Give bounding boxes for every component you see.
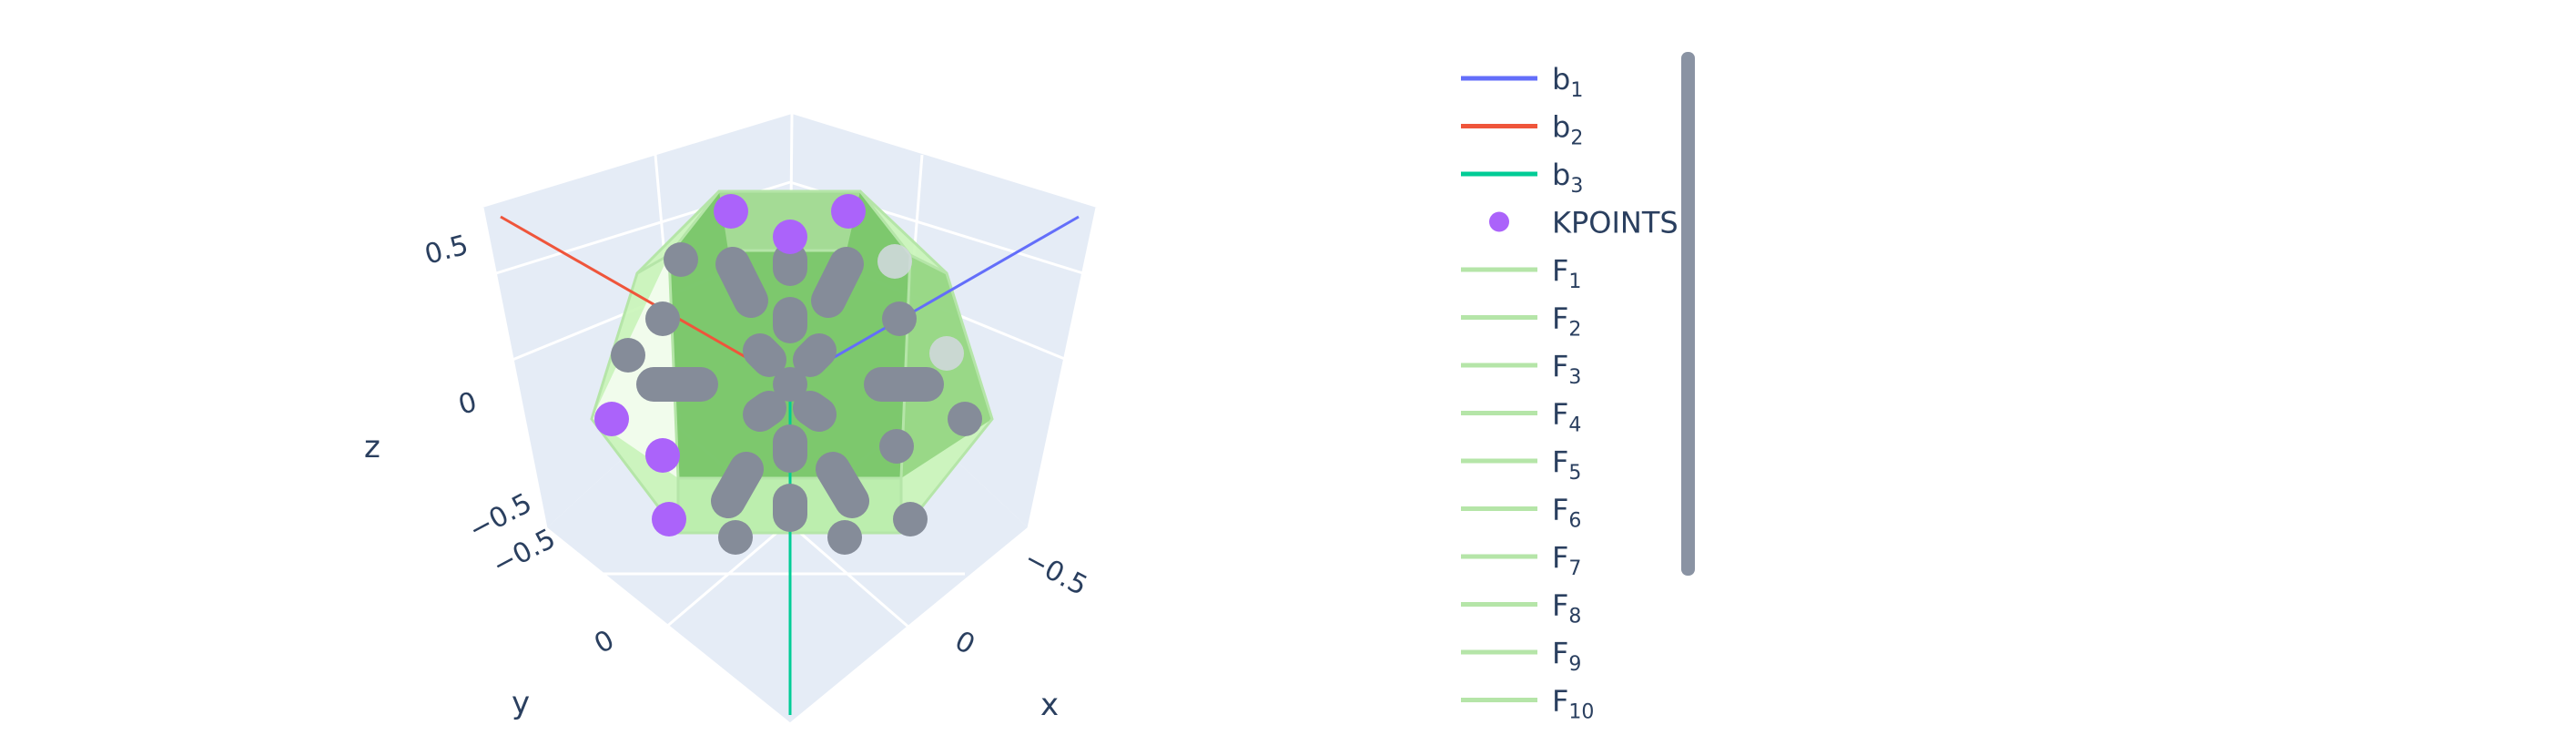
scene-3d[interactable]: 0.5 0 −0.5 −0.5 0 −0.5 0 z y x [364, 113, 1099, 726]
legend-label: KPOINTS [1552, 206, 1678, 240]
legend-label: b2 [1552, 110, 1583, 150]
legend-label: F3 [1552, 349, 1581, 389]
legend-item[interactable]: F10 [1461, 684, 1594, 724]
legend-label: b3 [1552, 158, 1583, 198]
z-axis-title: z [364, 429, 380, 465]
legend-item[interactable]: F7 [1461, 540, 1581, 580]
y-axis-title: y [512, 685, 530, 721]
legend-label: F9 [1552, 636, 1581, 676]
legend-label: F4 [1552, 397, 1581, 437]
kpoints-path [636, 242, 944, 532]
y-tick-0: 0 [589, 624, 619, 660]
legend-item[interactable]: F2 [1461, 301, 1581, 342]
legend-item[interactable]: F1 [1461, 253, 1581, 293]
legend[interactable]: b1 b2 b3 KPOINTS F1 F2 F3 F4 F5 F6 F7 F8 F9 F10 [1461, 62, 1678, 724]
kpoints-gray-markers [611, 242, 982, 555]
vector-b1 [789, 215, 1080, 384]
legend-item[interactable]: F9 [1461, 636, 1581, 676]
legend-item[interactable]: F3 [1461, 349, 1581, 389]
x-tick-neg0.5: −0.5 [1019, 543, 1092, 602]
legend-item[interactable]: b3 [1461, 158, 1583, 198]
legend-label: F6 [1552, 493, 1581, 533]
legend-item[interactable]: F6 [1461, 493, 1581, 533]
legend-label: F2 [1552, 301, 1581, 342]
z-tick-0.5: 0.5 [421, 230, 472, 271]
legend-label: F1 [1552, 253, 1581, 293]
legend-scrollbar[interactable] [1681, 52, 1695, 576]
legend-swatch [1489, 211, 1509, 232]
legend-label: F8 [1552, 588, 1581, 628]
vector-b2 [500, 215, 791, 384]
legend-item[interactable]: b1 [1461, 62, 1583, 102]
legend-item[interactable]: KPOINTS [1489, 206, 1678, 240]
legend-label: b1 [1552, 62, 1583, 102]
legend-item[interactable]: b2 [1461, 110, 1583, 150]
x-tick-0: 0 [949, 625, 979, 661]
legend-item[interactable]: F4 [1461, 397, 1581, 437]
legend-label: F10 [1552, 684, 1594, 724]
kpoints-markers [594, 194, 866, 536]
legend-item[interactable]: F5 [1461, 444, 1581, 485]
legend-item[interactable]: F8 [1461, 588, 1581, 628]
z-tick-0: 0 [455, 386, 481, 422]
x-axis-title: x [1040, 687, 1059, 723]
legend-label: F5 [1552, 444, 1581, 485]
legend-label: F7 [1552, 540, 1581, 580]
kpoints-faded-markers [877, 244, 964, 371]
